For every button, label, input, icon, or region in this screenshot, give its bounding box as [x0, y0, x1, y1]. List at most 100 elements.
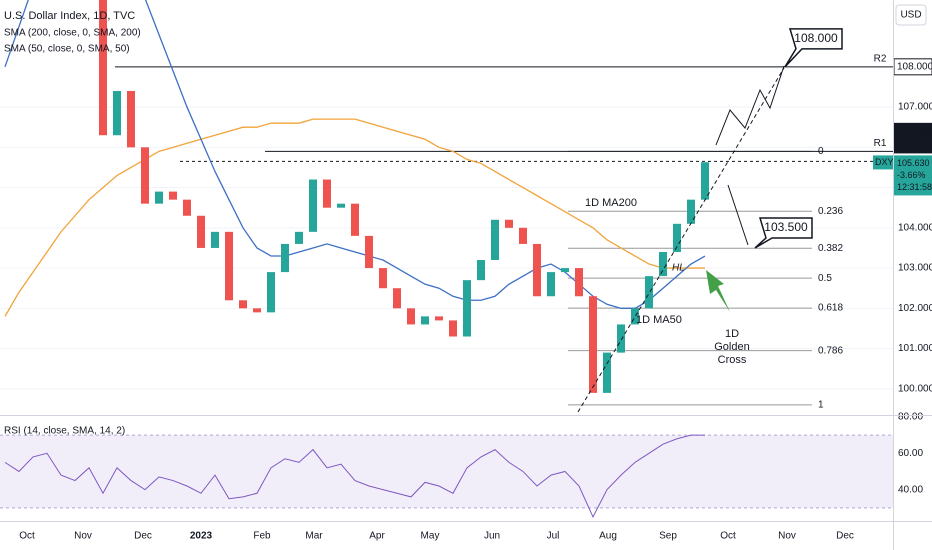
- target-label: 108.000: [794, 31, 838, 45]
- ma50-label: 1D MA50: [636, 314, 682, 326]
- rsi-line: [4, 434, 705, 519]
- candle: [547, 272, 555, 297]
- level-name: R1: [874, 138, 887, 149]
- target-label: 103.500: [764, 220, 808, 234]
- rsi-tick-label: 40.00: [898, 484, 923, 495]
- target-callout: [784, 28, 843, 68]
- x-tick-label: Mar: [305, 531, 323, 542]
- candle: [435, 316, 443, 321]
- candle: [155, 191, 163, 204]
- projection-down: [727, 184, 749, 246]
- rsi-band: [0, 435, 893, 508]
- chart-title: U.S. Dollar Index, 1D, TVC: [4, 10, 135, 22]
- ma-line: [4, 0, 706, 309]
- candle: [477, 260, 485, 281]
- fib-label: 0: [818, 146, 824, 157]
- candle: [225, 231, 233, 301]
- rsi-tick-label: 60.00: [898, 448, 923, 459]
- candle: [687, 199, 695, 224]
- currency-box[interactable]: [895, 4, 927, 26]
- sma50-legend: SMA (50, close, 0, SMA, 50): [4, 44, 130, 55]
- cross-label: 1D: [725, 328, 739, 340]
- price-box: [894, 155, 932, 196]
- candle: [197, 215, 205, 248]
- target-callout: [754, 217, 813, 249]
- trend-line: [577, 67, 785, 413]
- symbol: DXY: [875, 157, 894, 167]
- candle: [421, 316, 429, 325]
- candle: [631, 308, 639, 325]
- x-tick-label: Dec: [836, 531, 854, 542]
- level-name: R2: [874, 53, 887, 64]
- cross-arrow: [706, 270, 730, 312]
- symbol-box: [873, 155, 893, 170]
- x-tick-label: Oct: [720, 531, 736, 542]
- candle: [603, 352, 611, 393]
- projection-path: [715, 65, 785, 146]
- candle: [141, 147, 149, 204]
- candle: [659, 251, 667, 277]
- price-change: -3.66%: [897, 170, 926, 180]
- fib-label: 0.5: [818, 273, 832, 284]
- level-price: 108.000: [897, 61, 932, 72]
- candle: [589, 296, 597, 393]
- candle: [463, 280, 471, 337]
- candle: [211, 231, 219, 248]
- fib-label: 1: [818, 400, 824, 411]
- candle: [239, 300, 247, 309]
- x-tick-label: Feb: [253, 531, 271, 542]
- candle: [113, 90, 121, 136]
- candle: [645, 276, 653, 309]
- y-tick-label: 101.000: [898, 343, 932, 354]
- candle: [99, 0, 107, 136]
- candle: [505, 219, 513, 228]
- y-tick-label: 103.000: [898, 263, 932, 274]
- candle: [267, 272, 275, 313]
- sma200-legend: SMA (200, close, 0, SMA, 200): [4, 28, 141, 39]
- candle: [337, 203, 345, 208]
- candle: [295, 231, 303, 244]
- candle: [379, 268, 387, 289]
- candle: [309, 179, 317, 232]
- x-tick-label: Nov: [74, 531, 92, 542]
- x-tick-label: Jun: [484, 531, 500, 542]
- candle: [449, 320, 457, 337]
- candle: [533, 243, 541, 297]
- fib-label: 0.382: [818, 243, 843, 254]
- y-tick-label: 104.000: [898, 222, 932, 233]
- x-tick-label: Apr: [369, 531, 385, 542]
- hl-label: HL: [672, 263, 685, 274]
- candle: [183, 199, 191, 216]
- fib-label: 0.618: [818, 303, 843, 314]
- candle: [701, 162, 709, 200]
- cross-label: Cross: [718, 354, 747, 366]
- fib-label: 0.786: [818, 345, 843, 356]
- x-tick-label: Nov: [778, 531, 796, 542]
- x-tick-label: 2023: [190, 531, 213, 542]
- x-tick-label: Jul: [547, 531, 560, 542]
- rsi-legend: RSI (14, close, SMA, 14, 2): [4, 426, 125, 437]
- candle: [393, 288, 401, 309]
- candle: [673, 223, 681, 252]
- y-tick-label: 102.000: [898, 303, 932, 314]
- current-box: [894, 139, 932, 154]
- rsi-tick-label: 80.00: [898, 412, 923, 423]
- candle: [253, 308, 261, 313]
- y-tick-label: 100.000: [898, 383, 932, 394]
- candle: [169, 191, 177, 200]
- fib-label: 0.236: [818, 206, 843, 217]
- cross-label: Golden: [714, 341, 749, 353]
- currency[interactable]: USD: [900, 10, 921, 21]
- level-price: 105.900: [897, 126, 932, 137]
- x-tick-label: Dec: [134, 531, 152, 542]
- candle: [575, 268, 583, 297]
- candle: [281, 243, 289, 273]
- ma200-label: 1D MA200: [585, 197, 637, 209]
- candle: [351, 203, 359, 236]
- x-tick-label: May: [421, 531, 440, 542]
- candle: [407, 308, 415, 325]
- ma-line: [4, 118, 705, 317]
- candle: [561, 268, 569, 273]
- x-tick-label: Aug: [599, 531, 617, 542]
